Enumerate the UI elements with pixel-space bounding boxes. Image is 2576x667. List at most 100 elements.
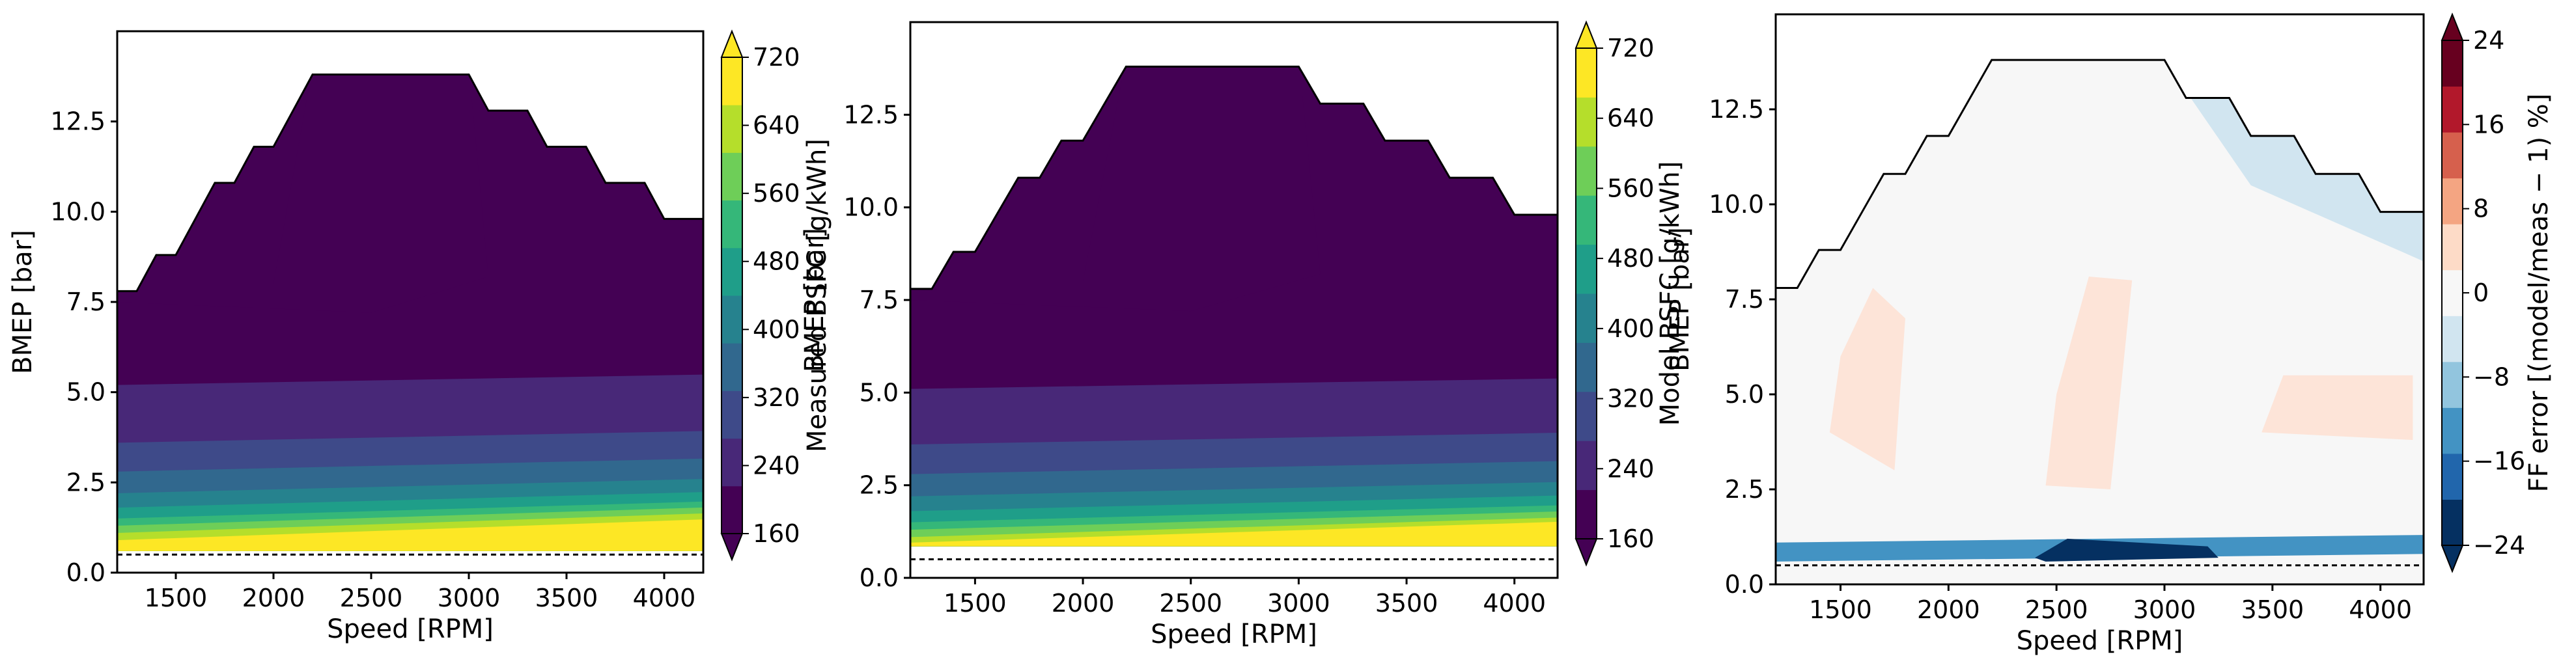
- colorbar-segment: [721, 438, 742, 487]
- colorbar-tick-label: 320: [753, 383, 800, 412]
- y-tick-label: 10.0: [50, 197, 105, 226]
- x-axis-label: Speed [RPM]: [1151, 619, 1317, 649]
- x-axis-label: Speed [RPM]: [2017, 626, 2183, 656]
- colorbar-segment: [1576, 489, 1597, 539]
- contour-band-optimum: [117, 74, 488, 313]
- y-tick-label: 7.5: [66, 288, 105, 316]
- colorbar-tick-label: 560: [1607, 174, 1655, 202]
- colorbar-tick-label: 0: [2473, 279, 2489, 307]
- y-tick-label: 5.0: [860, 378, 899, 407]
- colorbar-frame: [721, 57, 743, 534]
- colorbar-tick-label: 16: [2473, 110, 2504, 139]
- colorbar-segment: [2442, 224, 2463, 271]
- colorbar-tick-label: 320: [1607, 385, 1655, 413]
- colorbar: 160 240 320 400 480 560 640 720 Measured BSFC [g…: [720, 29, 832, 562]
- colorbar-segment: [2442, 407, 2463, 454]
- colorbar-segment: [1576, 244, 1597, 294]
- x-axis-label: Speed [RPM]: [327, 614, 494, 644]
- colorbar-extend-max: [2441, 12, 2464, 41]
- colorbar-segment: [2442, 499, 2463, 546]
- x-tick-label: 1500: [944, 589, 1007, 618]
- y-axis-label: BMEP [bar]: [800, 228, 830, 372]
- full-load-line: [910, 65, 1558, 290]
- colorbar: −24 −16 −8 0 8 16 24 FF error [(model/meas − 1)…: [2441, 12, 2554, 573]
- x-tick-label: 2500: [340, 584, 403, 612]
- y-tick-label: 2.5: [1725, 475, 1764, 504]
- colorbar-segment: [1576, 391, 1597, 441]
- colorbar-segment: [721, 485, 742, 534]
- colorbar-segment: [721, 343, 742, 391]
- full-load-line: [117, 74, 703, 292]
- colorbar-extend-min: [720, 533, 744, 562]
- x-tick-label: 2000: [1052, 589, 1115, 618]
- y-tick-label: 10.0: [1709, 190, 1764, 219]
- colorbar-segment: [1576, 195, 1597, 245]
- colorbar-tick-label: 24: [2473, 26, 2504, 55]
- y-tick-label: 12.5: [1709, 95, 1764, 124]
- colorbar-segment: [1576, 293, 1597, 343]
- contour-field: [1776, 60, 2424, 584]
- contour-band-optimum: [910, 66, 1321, 312]
- colorbar-tick-label: 720: [1607, 34, 1655, 62]
- x-tick-label: 3500: [2241, 595, 2304, 624]
- colorbar-segment: [2442, 86, 2463, 133]
- x-tick-label: 1500: [145, 584, 208, 612]
- contour-band-700: [117, 519, 703, 551]
- contour-band-700: [910, 521, 1558, 547]
- colorbar-tick-label: −24: [2473, 531, 2525, 560]
- colorbar-segment: [1576, 441, 1597, 491]
- error-region-5: [2035, 538, 2219, 562]
- x-tick-label: 3000: [1267, 589, 1330, 618]
- colorbar-tick-label: 400: [1607, 314, 1655, 343]
- colorbar-extend-max: [720, 29, 744, 58]
- colorbar-extend-max: [1575, 20, 1598, 49]
- colorbar-extend-min: [1575, 538, 1598, 567]
- x-tick-label: 3500: [1375, 589, 1438, 618]
- y-tick-label: 2.5: [66, 468, 105, 497]
- colorbar-segment: [2442, 269, 2463, 316]
- colorbar-segment: [2442, 453, 2463, 500]
- contour-field: [117, 74, 703, 551]
- colorbar-segment: [721, 57, 742, 105]
- colorbar-tick-label: 160: [1607, 524, 1655, 553]
- colorbar-segment: [721, 390, 742, 439]
- colorbar-label: Measured BSFC [g/kWh]: [802, 139, 832, 452]
- colorbar-segment: [2442, 361, 2463, 408]
- colorbar-tick-label: 480: [753, 247, 800, 276]
- panel-model-bsfc: 1500 2000 2500 3000 3500 4000 0.0 2.5 5.0 7.5 10.0…: [800, 20, 1685, 649]
- y-tick-label: 10.0: [843, 193, 899, 222]
- x-tick-label: 3000: [438, 584, 501, 612]
- y-tick-label: 2.5: [860, 471, 899, 500]
- colorbar-tick-label: 480: [1607, 244, 1655, 273]
- error-region-0: [1829, 288, 1905, 470]
- colorbar: 160 240 320 400 480 560 640 720 Model BSFC [g/kW…: [1575, 20, 1685, 567]
- y-tick-label: 0.0: [66, 558, 105, 587]
- colorbar-segment: [721, 247, 742, 296]
- colorbar-segment: [2442, 40, 2463, 87]
- y-tick-label: 7.5: [860, 286, 899, 314]
- colorbar-label: FF error [(model/meas − 1) %]: [2524, 94, 2554, 493]
- error-region-1: [2045, 276, 2133, 489]
- x-tick-label: 2500: [1159, 589, 1222, 618]
- full-load-line: [1776, 59, 2424, 289]
- colorbar-segment: [1576, 48, 1597, 98]
- y-tick-label: 7.5: [1725, 285, 1764, 314]
- x-tick-label: 4000: [1483, 589, 1546, 618]
- x-tick-label: 2000: [242, 584, 305, 612]
- colorbar-segment: [2442, 178, 2463, 225]
- colorbar-segment: [721, 105, 742, 153]
- contour-field: [910, 66, 1558, 547]
- error-region-3: [2164, 60, 2424, 262]
- y-tick-label: 5.0: [66, 378, 105, 407]
- colorbar-tick-label: 160: [753, 519, 800, 548]
- colorbar-tick-label: 400: [753, 315, 800, 344]
- colorbar-tick-label: 8: [2473, 195, 2489, 223]
- x-tick-label: 1500: [1809, 595, 1872, 624]
- colorbar-extend-min: [2441, 545, 2464, 573]
- panel-ff-error: 1500 2000 2500 3000 3500 4000 0.0 2.5 5.0 7.5 10.0…: [1665, 12, 2554, 656]
- colorbar-segment: [2442, 132, 2463, 179]
- y-axis-label: BMEP [bar]: [8, 230, 38, 374]
- y-tick-label: 5.0: [1725, 380, 1764, 409]
- x-tick-label: 4000: [2349, 595, 2412, 624]
